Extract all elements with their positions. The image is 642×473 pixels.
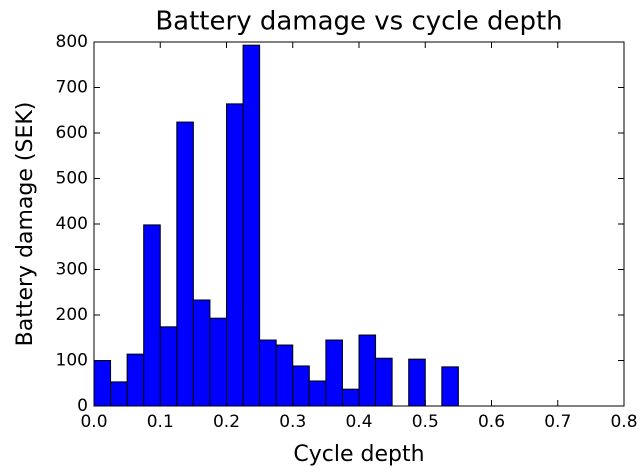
chart-title: Battery damage vs cycle depth	[155, 7, 562, 37]
bar	[126, 353, 145, 407]
y-tick-label: 800	[56, 32, 88, 52]
bar	[110, 381, 128, 407]
x-tick-label: 0.3	[279, 412, 306, 432]
x-tick-label: 0.1	[147, 412, 174, 432]
x-tick-label: 0.0	[80, 412, 107, 432]
x-tick-label: 0.5	[412, 412, 439, 432]
bar	[93, 360, 112, 407]
x-tick-label: 0.6	[478, 412, 505, 432]
bar	[408, 358, 426, 407]
x-axis-label: Cycle depth	[293, 442, 424, 467]
x-tick-label: 0.2	[213, 412, 240, 432]
bar	[209, 317, 227, 407]
bar	[176, 121, 194, 407]
bar	[226, 103, 244, 407]
y-tick-label: 500	[56, 169, 88, 189]
bar	[441, 366, 459, 407]
bar	[275, 344, 294, 407]
bar	[259, 339, 277, 407]
bar	[292, 365, 310, 407]
y-tick-label: 600	[56, 123, 88, 143]
y-tick-label: 400	[56, 214, 88, 234]
y-axis-label: Battery damage (SEK)	[13, 102, 38, 347]
y-tick-label: 0	[77, 396, 88, 416]
y-tick-label: 300	[56, 260, 88, 280]
bar	[375, 357, 393, 407]
x-tick-label: 0.8	[610, 412, 637, 432]
y-tick-label: 200	[56, 305, 88, 325]
bar	[325, 339, 343, 407]
bar	[242, 44, 261, 407]
x-tick-label: 0.4	[345, 412, 372, 432]
bar	[358, 334, 377, 407]
bar	[192, 299, 211, 407]
bar	[143, 224, 161, 407]
y-tick-label: 100	[56, 351, 88, 371]
bar	[341, 388, 360, 407]
bar	[159, 326, 178, 407]
x-tick-label: 0.7	[544, 412, 571, 432]
y-tick-label: 700	[56, 78, 88, 98]
bar	[308, 380, 327, 407]
